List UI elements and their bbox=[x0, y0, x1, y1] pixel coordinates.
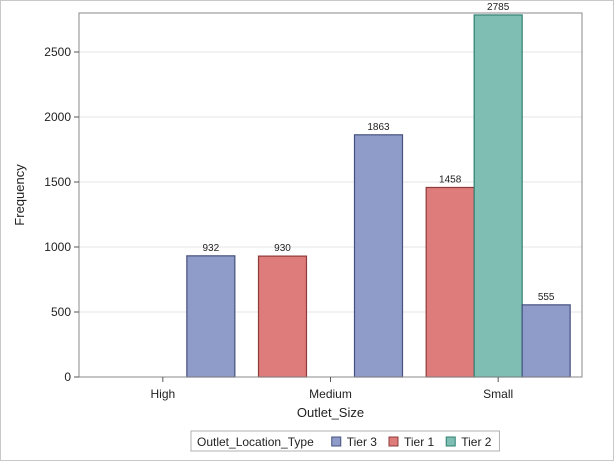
bar bbox=[473, 14, 523, 378]
legend-swatch bbox=[445, 436, 456, 447]
legend-entry-label: Tier 2 bbox=[461, 435, 492, 449]
y-tick-label: 0 bbox=[64, 370, 71, 384]
legend-swatch bbox=[331, 436, 342, 447]
bar-value-label: 1458 bbox=[439, 174, 462, 185]
x-tick-label: Medium bbox=[309, 387, 352, 401]
bar-value-label: 1863 bbox=[367, 122, 390, 133]
y-axis-title: Frequency bbox=[12, 164, 27, 226]
bar-value-label: 555 bbox=[538, 292, 555, 303]
bar-value-label: 930 bbox=[274, 243, 291, 254]
bar-value-label: 2785 bbox=[487, 2, 510, 13]
bar bbox=[521, 304, 571, 378]
x-axis-title: Outlet_Size bbox=[297, 405, 364, 420]
bar bbox=[353, 134, 404, 378]
y-tick-label: 2000 bbox=[44, 110, 71, 124]
x-tick-label: Small bbox=[483, 387, 513, 401]
legend-entry-label: Tier 1 bbox=[404, 435, 435, 449]
y-tick-label: 1500 bbox=[44, 175, 71, 189]
y-axis: 0 500 1000 1500 2000 2500 bbox=[44, 45, 79, 384]
bar-value-label: 932 bbox=[202, 243, 219, 254]
bar bbox=[257, 255, 308, 378]
legend-entry-label: Tier 3 bbox=[347, 435, 378, 449]
y-tick-label: 1000 bbox=[44, 240, 71, 254]
bar bbox=[186, 255, 236, 378]
legend-box bbox=[190, 430, 500, 452]
legend-title: Outlet_Location_Type bbox=[197, 435, 314, 449]
legend: Outlet_Location_Type Tier 3 Tier 1 Tier 2 bbox=[190, 430, 500, 452]
y-tick-label: 500 bbox=[51, 305, 71, 319]
bar-labels: 932 930 1863 1458 2785 555 bbox=[202, 2, 554, 303]
x-axis: High Medium Small bbox=[150, 377, 513, 401]
legend-swatch bbox=[388, 436, 399, 447]
x-tick-label: High bbox=[150, 387, 175, 401]
bar bbox=[425, 186, 475, 378]
bars bbox=[186, 14, 571, 378]
y-tick-label: 2500 bbox=[44, 45, 71, 59]
